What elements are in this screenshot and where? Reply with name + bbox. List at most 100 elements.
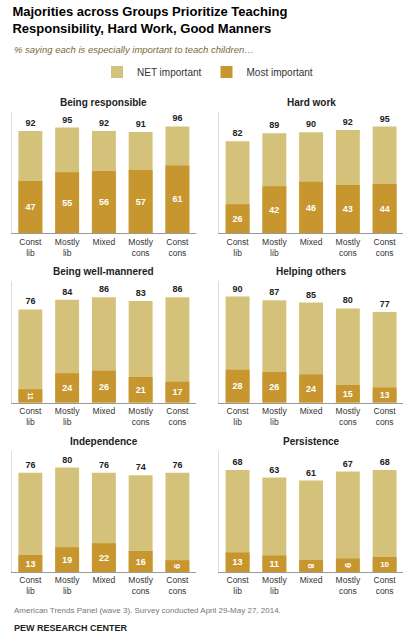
svg-text:67: 67 bbox=[343, 459, 353, 469]
svg-text:Most important: Most important bbox=[247, 67, 313, 78]
svg-text:43: 43 bbox=[343, 204, 353, 214]
svg-text:Helping others: Helping others bbox=[276, 266, 346, 277]
svg-text:Mostlycons: Mostlycons bbox=[128, 406, 153, 427]
svg-text:19: 19 bbox=[62, 555, 72, 565]
svg-text:Constcons: Constcons bbox=[374, 406, 397, 427]
svg-text:8: 8 bbox=[306, 563, 316, 568]
svg-text:Constcons: Constcons bbox=[166, 237, 189, 258]
svg-text:9: 9 bbox=[343, 563, 353, 568]
svg-text:Mixed: Mixed bbox=[93, 575, 116, 585]
svg-text:Mostlycons: Mostlycons bbox=[336, 575, 361, 596]
svg-text:American Trends Panel (wave 3): American Trends Panel (wave 3). Survey c… bbox=[14, 606, 281, 615]
svg-text:17: 17 bbox=[172, 387, 182, 397]
svg-text:24: 24 bbox=[306, 384, 316, 394]
svg-text:76: 76 bbox=[172, 460, 182, 470]
svg-text:16: 16 bbox=[136, 557, 146, 567]
svg-text:74: 74 bbox=[136, 462, 146, 472]
svg-text:76: 76 bbox=[99, 460, 109, 470]
svg-text:55: 55 bbox=[62, 198, 72, 208]
svg-text:Persistence: Persistence bbox=[283, 436, 340, 447]
svg-text:21: 21 bbox=[136, 385, 146, 395]
svg-text:92: 92 bbox=[343, 117, 353, 127]
svg-text:26: 26 bbox=[233, 214, 243, 224]
svg-text:Being responsible: Being responsible bbox=[60, 97, 147, 108]
svg-text:92: 92 bbox=[25, 118, 35, 128]
svg-text:44: 44 bbox=[380, 204, 390, 214]
svg-text:Constlib: Constlib bbox=[227, 406, 250, 427]
svg-text:Mixed: Mixed bbox=[93, 237, 116, 247]
svg-text:47: 47 bbox=[25, 202, 35, 212]
svg-text:89: 89 bbox=[269, 120, 279, 130]
svg-text:87: 87 bbox=[269, 287, 279, 297]
svg-text:13: 13 bbox=[25, 559, 35, 569]
svg-text:11: 11 bbox=[26, 392, 34, 400]
svg-text:Constcons: Constcons bbox=[374, 237, 397, 258]
svg-text:84: 84 bbox=[62, 287, 72, 297]
svg-text:Mostlycons: Mostlycons bbox=[336, 237, 361, 258]
svg-text:42: 42 bbox=[269, 205, 279, 215]
svg-text:61: 61 bbox=[306, 468, 316, 478]
svg-text:Constcons: Constcons bbox=[166, 406, 189, 427]
svg-text:91: 91 bbox=[136, 119, 146, 129]
svg-text:90: 90 bbox=[233, 284, 243, 294]
svg-text:82: 82 bbox=[233, 128, 243, 138]
svg-text:68: 68 bbox=[233, 457, 243, 467]
svg-text:Hard work: Hard work bbox=[287, 97, 336, 108]
svg-text:80: 80 bbox=[62, 455, 72, 465]
svg-text:28: 28 bbox=[233, 381, 243, 391]
svg-text:Mixed: Mixed bbox=[300, 575, 323, 585]
svg-text:92: 92 bbox=[99, 118, 109, 128]
svg-text:PEW RESEARCH CENTER: PEW RESEARCH CENTER bbox=[14, 623, 128, 633]
svg-text:Majorities across Groups Prior: Majorities across Groups Prioritize Teac… bbox=[12, 4, 287, 36]
svg-text:Constlib: Constlib bbox=[227, 575, 250, 596]
svg-text:Constlib: Constlib bbox=[19, 406, 42, 427]
svg-text:Constcons: Constcons bbox=[374, 575, 397, 596]
svg-text:76: 76 bbox=[25, 460, 35, 470]
svg-text:Mixed: Mixed bbox=[300, 237, 323, 247]
svg-text:24: 24 bbox=[62, 383, 72, 393]
svg-text:56: 56 bbox=[99, 197, 109, 207]
svg-text:26: 26 bbox=[269, 382, 279, 392]
svg-text:10: 10 bbox=[380, 560, 389, 569]
svg-text:11: 11 bbox=[270, 559, 280, 569]
svg-text:61: 61 bbox=[172, 194, 182, 204]
svg-text:NET important: NET important bbox=[137, 67, 202, 78]
svg-text:15: 15 bbox=[343, 389, 353, 399]
svg-text:80: 80 bbox=[343, 295, 353, 305]
svg-text:9: 9 bbox=[172, 564, 182, 569]
svg-text:46: 46 bbox=[306, 203, 316, 213]
svg-text:Mostlylib: Mostlylib bbox=[55, 406, 80, 427]
svg-text:Mostlylib: Mostlylib bbox=[262, 575, 287, 596]
svg-text:Mostlylib: Mostlylib bbox=[262, 237, 287, 258]
svg-text:Constlib: Constlib bbox=[227, 237, 250, 258]
svg-text:Constlib: Constlib bbox=[19, 237, 42, 258]
svg-text:Constcons: Constcons bbox=[166, 575, 189, 596]
svg-text:85: 85 bbox=[306, 290, 316, 300]
svg-text:Constlib: Constlib bbox=[19, 575, 42, 596]
svg-text:13: 13 bbox=[380, 390, 390, 400]
svg-text:Mostlycons: Mostlycons bbox=[336, 406, 361, 427]
svg-text:Being well-mannered: Being well-mannered bbox=[53, 266, 154, 277]
svg-text:Mixed: Mixed bbox=[93, 406, 116, 416]
svg-text:57: 57 bbox=[136, 197, 146, 207]
svg-text:% saying each is especially im: % saying each is especially important to… bbox=[14, 44, 254, 55]
svg-text:68: 68 bbox=[380, 457, 390, 467]
svg-text:95: 95 bbox=[380, 114, 390, 124]
svg-text:90: 90 bbox=[306, 119, 316, 129]
svg-text:Mixed: Mixed bbox=[300, 406, 323, 416]
svg-text:83: 83 bbox=[136, 288, 146, 298]
svg-text:77: 77 bbox=[380, 299, 390, 309]
svg-text:Mostlylib: Mostlylib bbox=[55, 237, 80, 258]
svg-text:Independence: Independence bbox=[70, 436, 138, 447]
svg-text:86: 86 bbox=[99, 284, 109, 294]
svg-text:95: 95 bbox=[62, 115, 72, 125]
svg-text:Mostlylib: Mostlylib bbox=[55, 575, 80, 596]
svg-text:13: 13 bbox=[233, 557, 243, 567]
svg-text:26: 26 bbox=[99, 382, 109, 392]
svg-text:76: 76 bbox=[25, 296, 35, 306]
svg-text:Mostlylib: Mostlylib bbox=[262, 406, 287, 427]
svg-text:96: 96 bbox=[172, 113, 182, 123]
svg-text:Mostlycons: Mostlycons bbox=[128, 575, 153, 596]
svg-text:22: 22 bbox=[99, 553, 109, 563]
svg-text:63: 63 bbox=[269, 465, 279, 475]
